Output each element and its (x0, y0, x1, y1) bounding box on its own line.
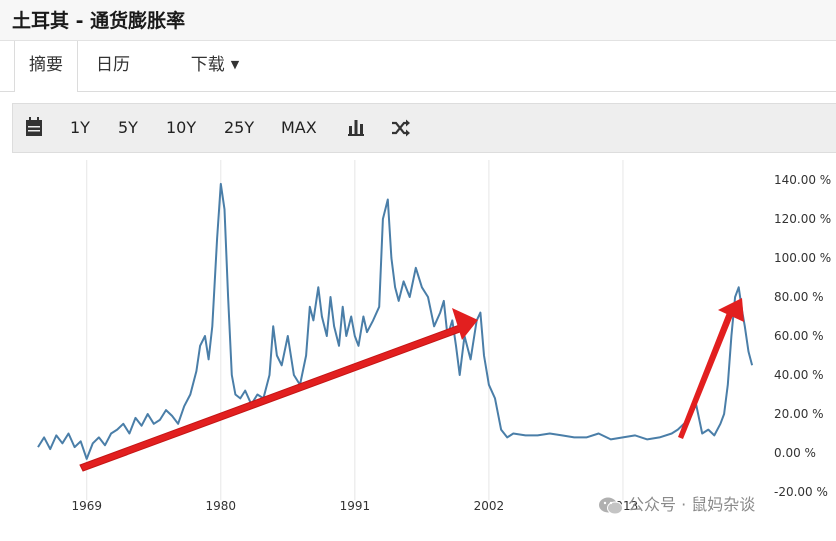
tab-bar: 摘要 日历 下载 ▼ (0, 41, 836, 92)
y-tick-label: 40.00 % (774, 368, 824, 382)
grid-layer (86, 160, 624, 500)
y-tick-label: 60.00 % (774, 329, 824, 343)
y-tick-label: -20.00 % (774, 485, 828, 499)
x-tick-label: 1969 (71, 499, 102, 513)
trend-arrow-2 (678, 310, 734, 439)
inflation-chart: 140.00 % 120.00 % 100.00 % 80.00 % 60.00 % 40… (37, 160, 831, 513)
series-line-inflation (37, 182, 754, 460)
tab-calendar-label: 日历 (96, 55, 130, 75)
y-tick-label: 140.00 % (774, 173, 831, 187)
chart-toolbar: 1Y 5Y 10Y 25Y MAX (12, 103, 836, 153)
tab-summary[interactable]: 摘要 (14, 41, 78, 92)
calendar-icon[interactable] (25, 104, 43, 152)
x-tick-label: 1991 (340, 499, 371, 513)
x-tick-label: 2002 (474, 499, 505, 513)
tab-calendar[interactable]: 日历 (84, 41, 142, 91)
y-tick-label: 20.00 % (774, 407, 824, 421)
bar-chart-icon[interactable] (347, 104, 365, 152)
range-25y-button[interactable]: 25Y (224, 118, 255, 137)
range-5y-button[interactable]: 5Y (118, 118, 138, 137)
range-10y-button[interactable]: 10Y (166, 118, 197, 137)
watermark-text: 公众号 · 鼠妈杂谈 (628, 495, 756, 514)
x-tick-label: 1980 (206, 499, 237, 513)
tab-download[interactable]: 下载 ▼ (180, 41, 250, 91)
annotation-arrows (79, 298, 744, 472)
trend-arrow-2-head (718, 298, 744, 322)
chevron-down-icon: ▼ (230, 58, 240, 71)
y-axis-tick-labels: 140.00 % 120.00 % 100.00 % 80.00 % 60.00 % 40… (774, 173, 831, 499)
chart-area: 140.00 % 120.00 % 100.00 % 80.00 % 60.00 % 40… (0, 160, 836, 537)
watermark: 公众号 · 鼠妈杂谈 (598, 492, 755, 518)
tab-download-label: 下载 (190, 55, 225, 75)
y-tick-label: 80.00 % (774, 290, 824, 304)
y-tick-label: 0.00 % (774, 446, 816, 460)
y-tick-label: 100.00 % (774, 251, 831, 265)
shuffle-icon[interactable] (391, 104, 411, 152)
x-axis-tick-labels: 1969 1980 1991 2002 2013 (71, 499, 638, 513)
wechat-icon (598, 495, 624, 517)
page-title: 土耳其 - 通货膨胀率 (12, 10, 186, 32)
range-max-button[interactable]: MAX (281, 118, 317, 137)
title-bar: 土耳其 - 通货膨胀率 (0, 0, 836, 41)
y-tick-label: 120.00 % (774, 212, 831, 226)
range-1y-button[interactable]: 1Y (70, 118, 90, 137)
trend-arrow-1-head (452, 308, 478, 340)
tab-summary-label: 摘要 (29, 55, 63, 75)
